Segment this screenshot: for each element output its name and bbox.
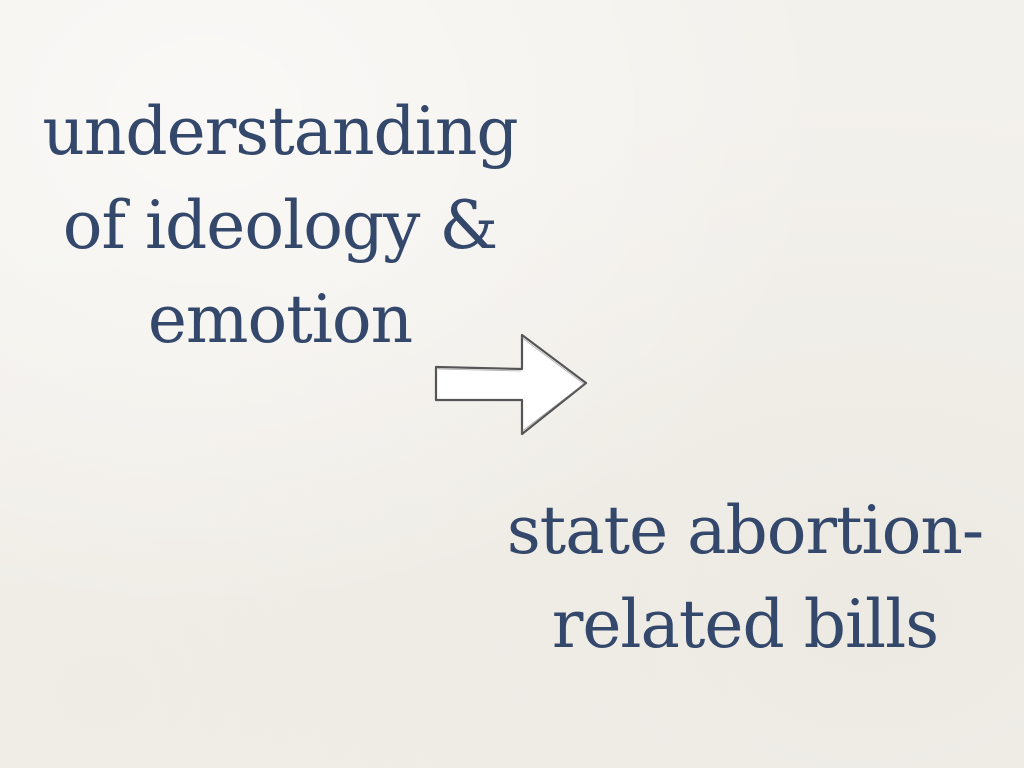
effect-text-line-1: state abortion- (506, 492, 984, 569)
cause-text-line-1: understanding (42, 93, 518, 170)
effect-text-line-2: related bills (551, 586, 939, 663)
cause-text: understanding of ideology & emotion (20, 85, 540, 367)
right-arrow-icon (434, 333, 588, 436)
arrow-sketch-stroke (437, 336, 585, 433)
cause-text-line-2: of ideology & (62, 187, 498, 264)
effect-text: state abortion- related bills (480, 484, 1010, 672)
cause-text-line-3: emotion (147, 281, 413, 358)
arrow-shape (434, 333, 588, 436)
